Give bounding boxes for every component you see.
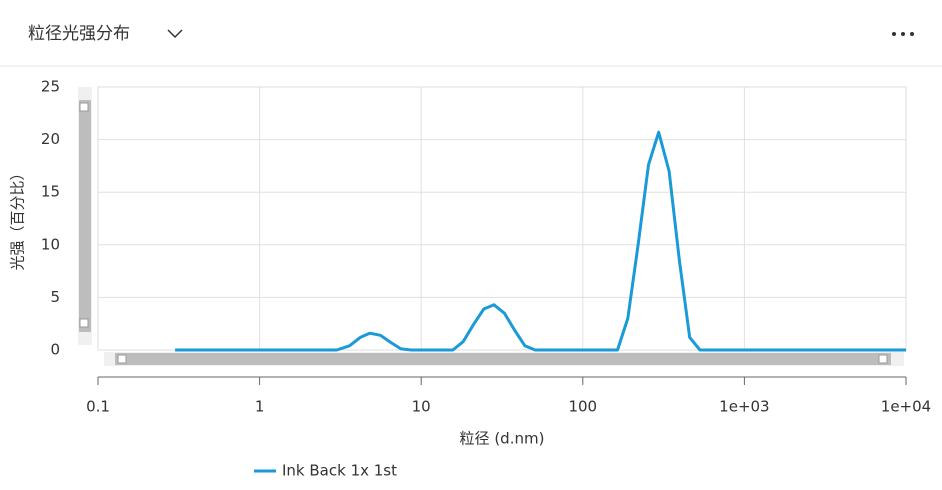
data-line	[175, 130, 906, 352]
h-scroll-thumb[interactable]	[115, 353, 891, 365]
y-tick-label: 20	[41, 130, 60, 148]
x-tick-label: 1	[255, 398, 265, 416]
x-tick-label: 0.1	[86, 398, 110, 416]
x-tick-label: 100	[568, 398, 597, 416]
x-axis-label: 粒径 (d.nm)	[460, 430, 545, 448]
dropdown-icon[interactable]	[167, 29, 183, 39]
y-tick-label: 10	[41, 235, 60, 253]
plot-border	[97, 86, 907, 351]
y-tick-label: 0	[50, 341, 60, 359]
y-tick-label: 5	[50, 288, 60, 306]
y-tick-label: 15	[41, 183, 60, 201]
more-menu[interactable]	[892, 32, 914, 36]
v-scroll-thumb[interactable]	[79, 100, 91, 332]
x-tick-label: 10	[412, 398, 431, 416]
y-axis-label: 光强（百分比）	[9, 165, 27, 270]
x-tick-label: 1e+03	[719, 398, 769, 416]
x-tick-label: 1e+04	[881, 398, 931, 416]
y-tick-label: 25	[41, 78, 60, 96]
legend-label: Ink Back 1x 1st	[282, 462, 397, 480]
panel-title: 粒径光强分布	[28, 24, 130, 44]
